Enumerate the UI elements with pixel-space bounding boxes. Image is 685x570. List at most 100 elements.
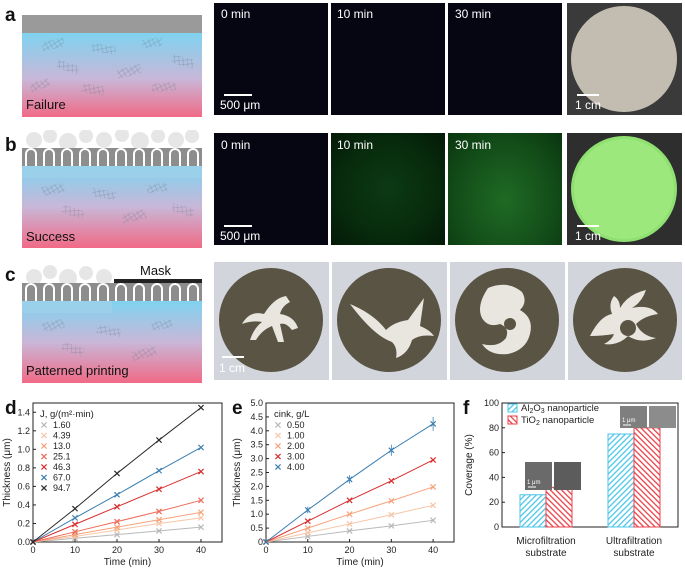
e-ytick-label-2: 1.0 xyxy=(250,509,263,519)
schematic-label-failure: Failure xyxy=(26,97,66,112)
panel-label-a: a xyxy=(5,5,16,26)
d-point-6-0 xyxy=(29,538,37,546)
scale-label-photo-b: 1 cm xyxy=(575,229,602,243)
e-xtick-label-4: 40 xyxy=(428,545,438,555)
e-point-1-1 xyxy=(304,529,311,536)
time-label-a-10: 10 min xyxy=(337,7,374,21)
d-legend-label-4: 46.3 xyxy=(53,462,71,472)
e-ytick-label-10: 5.0 xyxy=(250,398,263,408)
f-bar-0-1 xyxy=(545,486,573,528)
d-xlabel: Time (min) xyxy=(104,557,151,568)
photo-c-horse xyxy=(214,262,329,380)
d-point-2-3 xyxy=(155,516,163,523)
f-inset-mf-1 xyxy=(525,462,552,490)
f-ytick-label-0: 0 xyxy=(494,522,499,532)
d-ytick-label-4: 0.8 xyxy=(17,463,30,473)
e-point-4-0 xyxy=(262,538,270,546)
d-point-4-2 xyxy=(113,503,121,510)
time-label-b-30: 30 min xyxy=(455,138,492,152)
e-ytick-label-5: 2.5 xyxy=(250,468,263,478)
e-point-3-3 xyxy=(388,477,395,484)
d-legend-marker-0 xyxy=(40,421,48,429)
time-label-b-0: 0 min xyxy=(221,138,251,152)
d-point-5-4 xyxy=(197,444,205,451)
e-ytick-label-0: 0 xyxy=(258,537,263,547)
d-legend-marker-6 xyxy=(40,484,48,492)
d-point-0-4 xyxy=(197,524,205,531)
e-xtick-label-1: 10 xyxy=(303,545,313,555)
f-plot-frame xyxy=(501,402,679,528)
d-legend-title: J, g/(m²·min) xyxy=(40,409,94,420)
scale-bar-a xyxy=(224,94,252,96)
scale-label-a: 500 μm xyxy=(220,98,261,112)
d-legend-label-5: 67.0 xyxy=(53,473,71,483)
d-point-3-3 xyxy=(155,508,163,515)
f-inset-uf-scale-label: 1 μm xyxy=(622,418,635,424)
d-ytick-label-5: 1.0 xyxy=(17,444,30,454)
d-point-2-2 xyxy=(113,524,121,531)
d-point-4-1 xyxy=(71,521,79,528)
f-category-label-0-0: Microfiltration xyxy=(516,536,575,547)
d-point-0-3 xyxy=(155,527,163,534)
d-point-0-2 xyxy=(113,531,121,538)
d-legend-marker-3 xyxy=(40,453,48,460)
d-point-6-1 xyxy=(71,505,79,512)
micrograph-a-0 xyxy=(214,3,328,115)
micrograph-a-10 xyxy=(331,3,445,115)
e-point-4-3 xyxy=(388,447,395,454)
e-point-2-3 xyxy=(388,497,395,504)
e-legend-title: cink, g/L xyxy=(274,409,309,420)
f-bar-0-0 xyxy=(519,494,547,528)
chart-d: 0 10 20 30 40 0.0 0.2 0.4 0.6 0.8 1.0 1.2 1.4 Time (m… xyxy=(2,402,223,568)
d-point-3-2 xyxy=(113,518,121,525)
f-ytick-label-3: 60 xyxy=(489,448,499,458)
d-xtick-label-4: 40 xyxy=(196,545,206,555)
d-point-6-2 xyxy=(113,470,121,477)
f-category-label-1-0: Ultrafiltration xyxy=(606,536,662,547)
scale-label-b: 500 μm xyxy=(220,229,261,243)
d-ytick-label-7: 1.4 xyxy=(17,407,30,417)
e-xtick-label-3: 30 xyxy=(386,545,396,555)
e-xtick-label-0: 0 xyxy=(263,545,268,555)
d-point-5-1 xyxy=(71,514,79,521)
photo-c-dragon xyxy=(450,262,565,380)
e-point-2-4 xyxy=(430,483,437,490)
e-legend-label-2: 2.00 xyxy=(287,441,305,451)
photo-a xyxy=(567,3,682,115)
micrograph-b-10 xyxy=(331,133,445,245)
e-xtick-label-2: 20 xyxy=(345,545,355,555)
e-legend-marker-0 xyxy=(274,421,282,429)
e-point-3-2 xyxy=(346,497,353,504)
d-point-4-3 xyxy=(155,486,163,493)
f-inset-mf-scale-label: 1 μm xyxy=(527,480,540,486)
e-point-4-2 xyxy=(346,476,353,483)
e-point-4-1 xyxy=(304,507,311,514)
d-ylabel: Thickness (μm) xyxy=(2,438,13,507)
time-label-a-30: 30 min xyxy=(455,7,492,21)
d-ytick-label-6: 1.2 xyxy=(17,426,30,436)
panel-label-b: b xyxy=(5,135,17,156)
d-point-5-2 xyxy=(113,491,121,498)
d-point-4-4 xyxy=(197,468,205,475)
e-xlabel: Time (min) xyxy=(336,557,383,568)
chart-e: 0 10 20 30 40 0 0.5 1.0 1.5 2.0 2.5 3.0 3.5 4.0 4.5 5.0… xyxy=(232,398,455,568)
micrograph-b-30 xyxy=(448,133,562,245)
f-category-label-1-1: substrate xyxy=(613,548,655,559)
scale-label-photo-a: 1 cm xyxy=(575,98,602,112)
panel-label-f: f xyxy=(463,398,470,419)
d-xtick-label-1: 10 xyxy=(70,545,80,555)
e-legend-label-1: 1.00 xyxy=(287,431,305,441)
e-point-2-2 xyxy=(346,511,353,518)
e-ytick-label-3: 1.5 xyxy=(250,495,263,505)
e-legend-marker-3 xyxy=(274,453,282,460)
panel-label-c: c xyxy=(5,265,16,286)
e-ytick-label-8: 4.0 xyxy=(250,426,263,436)
f-inset-uf-1 xyxy=(620,406,647,428)
d-point-6-4 xyxy=(197,404,205,411)
f-bar-1-0 xyxy=(607,433,635,528)
e-point-2-1 xyxy=(304,525,311,532)
f-ytick-label-4: 80 xyxy=(489,423,499,433)
d-legend-label-0: 1.60 xyxy=(53,420,71,430)
panel-label-e: e xyxy=(232,398,243,419)
